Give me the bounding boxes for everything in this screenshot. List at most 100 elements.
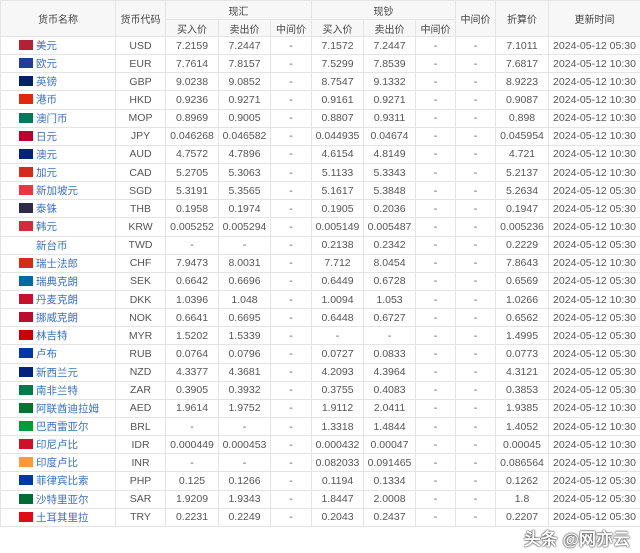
cell-currency-code: GBP (116, 73, 166, 91)
cell-currency-name[interactable]: 菲律宾比索 (1, 472, 116, 490)
cell-currency-name[interactable]: 印尼卢比 (1, 436, 116, 454)
cell-cash-mid: - (416, 145, 456, 163)
cell-spot-buy: - (166, 417, 219, 435)
cell-update-time: 2024-05-12 10:30 (549, 91, 640, 109)
flag-twd-icon (19, 240, 33, 250)
currency-link[interactable]: 瑞典克朗 (36, 276, 78, 288)
cell-spot-mid: - (271, 200, 312, 218)
cell-currency-name[interactable]: 卢布 (1, 345, 116, 363)
cell-currency-name[interactable]: 新加坡元 (1, 182, 116, 200)
cell-currency-code: PHP (116, 472, 166, 490)
cell-currency-name[interactable]: 澳元 (1, 145, 116, 163)
currency-link[interactable]: 印尼卢比 (36, 439, 78, 451)
cell-spot-buy: 1.9209 (166, 490, 219, 508)
currency-link[interactable]: 印度卢比 (36, 457, 78, 469)
cell-cash-buy: 0.2043 (312, 508, 364, 526)
currency-link[interactable]: 日元 (36, 131, 57, 143)
cell-middle-rate: - (456, 436, 496, 454)
cell-currency-name[interactable]: 阿联酋迪拉姆 (1, 399, 116, 417)
currency-link[interactable]: 澳元 (36, 149, 57, 161)
cell-spot-sell: 0.1974 (219, 200, 271, 218)
cell-update-time: 2024-05-12 05:30 (549, 200, 640, 218)
currency-link[interactable]: 澳门币 (36, 113, 68, 125)
currency-link[interactable]: 菲律宾比索 (36, 475, 89, 487)
cell-spot-sell: 4.3681 (219, 363, 271, 381)
cell-middle-rate: - (456, 381, 496, 399)
cell-middle-rate: - (456, 55, 496, 73)
currency-link[interactable]: 新西兰元 (36, 367, 78, 379)
cell-currency-code: BRL (116, 417, 166, 435)
currency-link[interactable]: 欧元 (36, 58, 57, 70)
cell-currency-name[interactable]: 泰铢 (1, 200, 116, 218)
cell-spot-buy: 7.2159 (166, 37, 219, 55)
currency-link[interactable]: 阿联酋迪拉姆 (36, 403, 99, 415)
flag-try-icon (19, 512, 33, 522)
currency-link[interactable]: 英镑 (36, 76, 57, 88)
cell-currency-name[interactable]: 港币 (1, 91, 116, 109)
cell-currency-name[interactable]: 日元 (1, 127, 116, 145)
flag-myr-icon (19, 330, 33, 340)
flag-brl-icon (19, 421, 33, 431)
flag-sgd-icon (19, 185, 33, 195)
currency-link[interactable]: 韩元 (36, 221, 57, 233)
currency-link[interactable]: 港币 (36, 94, 57, 106)
cell-currency-name[interactable]: 新台币 (1, 236, 116, 254)
currency-link[interactable]: 新加坡元 (36, 185, 78, 197)
cell-currency-name[interactable]: 土耳其里拉 (1, 508, 116, 526)
cell-update-time: 2024-05-12 10:30 (549, 145, 640, 163)
cell-currency-name[interactable]: 丹麦克朗 (1, 290, 116, 308)
col-cash-sell: 卖出价 (364, 20, 416, 37)
currency-link[interactable]: 新台币 (36, 240, 68, 252)
currency-link[interactable]: 沙特里亚尔 (36, 494, 89, 506)
cell-cash-buy: 7.1572 (312, 37, 364, 55)
cell-middle-rate: - (456, 200, 496, 218)
cell-currency-name[interactable]: 瑞典克朗 (1, 272, 116, 290)
cell-spot-mid: - (271, 381, 312, 399)
cell-conversion-rate: 5.2137 (496, 163, 549, 181)
cell-cash-mid: - (416, 272, 456, 290)
cell-currency-code: EUR (116, 55, 166, 73)
currency-link[interactable]: 卢布 (36, 348, 57, 360)
cell-spot-sell: 4.7896 (219, 145, 271, 163)
cell-currency-name[interactable]: 瑞士法郎 (1, 254, 116, 272)
cell-currency-name[interactable]: 韩元 (1, 218, 116, 236)
currency-link[interactable]: 美元 (36, 40, 57, 52)
cell-conversion-rate: 4.721 (496, 145, 549, 163)
cell-spot-sell: 0.2249 (219, 508, 271, 526)
currency-link[interactable]: 土耳其里拉 (36, 512, 89, 524)
cell-currency-name[interactable]: 澳门币 (1, 109, 116, 127)
cell-spot-sell: 0.9271 (219, 91, 271, 109)
cell-currency-name[interactable]: 南非兰特 (1, 381, 116, 399)
cell-currency-name[interactable]: 巴西雷亚尔 (1, 417, 116, 435)
cell-cash-mid: - (416, 254, 456, 272)
cell-update-time: 2024-05-12 10:30 (549, 454, 640, 472)
currency-link[interactable]: 挪威克朗 (36, 312, 78, 324)
cell-conversion-rate: 1.0266 (496, 290, 549, 308)
cell-spot-mid: - (271, 73, 312, 91)
flag-dkk-icon (19, 294, 33, 304)
currency-link[interactable]: 林吉特 (36, 330, 68, 342)
currency-link[interactable]: 泰铢 (36, 203, 57, 215)
cell-currency-name[interactable]: 沙特里亚尔 (1, 490, 116, 508)
cell-currency-name[interactable]: 英镑 (1, 73, 116, 91)
currency-link[interactable]: 丹麦克朗 (36, 294, 78, 306)
cell-currency-name[interactable]: 新西兰元 (1, 363, 116, 381)
cell-currency-name[interactable]: 印度卢比 (1, 454, 116, 472)
currency-link[interactable]: 瑞士法郎 (36, 258, 78, 270)
cell-currency-name[interactable]: 欧元 (1, 55, 116, 73)
currency-link[interactable]: 加元 (36, 167, 57, 179)
cell-cash-sell: 2.0008 (364, 490, 416, 508)
cell-spot-buy: 0.2231 (166, 508, 219, 526)
cell-spot-sell: 1.9752 (219, 399, 271, 417)
currency-link[interactable]: 巴西雷亚尔 (36, 421, 89, 433)
currency-link[interactable]: 南非兰特 (36, 385, 78, 397)
cell-currency-name[interactable]: 林吉特 (1, 327, 116, 345)
cell-currency-name[interactable]: 美元 (1, 37, 116, 55)
cell-currency-name[interactable]: 加元 (1, 163, 116, 181)
cell-currency-name[interactable]: 挪威克朗 (1, 309, 116, 327)
cell-conversion-rate: 0.045954 (496, 127, 549, 145)
